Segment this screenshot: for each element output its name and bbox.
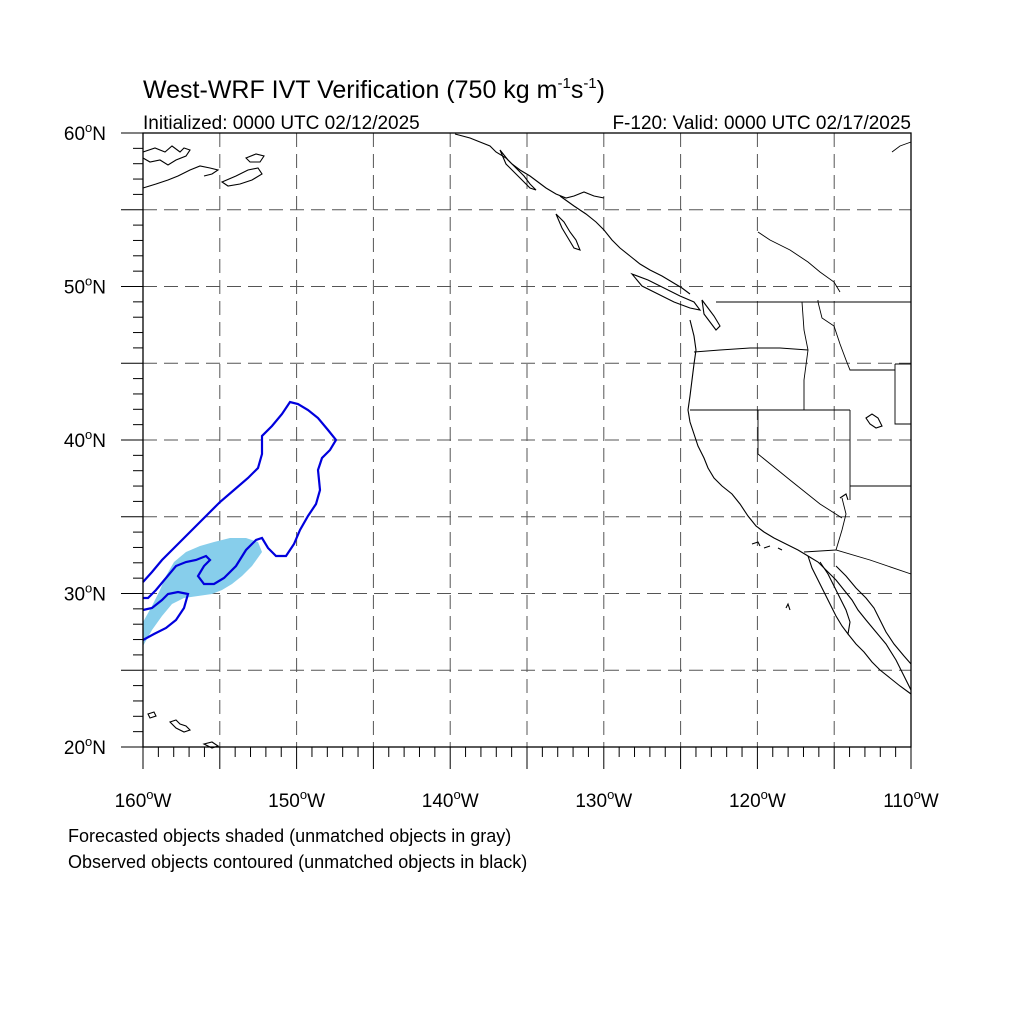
longitude-label: 120oW: [729, 787, 786, 812]
mexico-coast: [847, 633, 912, 695]
longitude-label: 160oW: [115, 787, 172, 812]
observed-objects: [142, 400, 338, 641]
mexico-border: [803, 549, 912, 575]
salton-sea: [839, 493, 849, 501]
vancouver-island: [630, 272, 702, 311]
longitude-label: 150oW: [268, 787, 325, 812]
lat-lon-grid: [143, 133, 911, 747]
longitude-labels: 160oW 150oW 140oW 130oW 120oW 110oW: [115, 787, 939, 812]
channel-islands: [751, 541, 783, 551]
haida-gwaii: [555, 213, 581, 251]
alaska-peninsula-coast: [142, 145, 191, 166]
latitude-label: 40oN: [64, 427, 106, 452]
baja-california: [807, 555, 851, 636]
title-end: ): [597, 76, 605, 104]
wyoming-border: [894, 363, 911, 425]
valid-time-label: F-120: Valid: 0000 UTC 02/17/2025: [612, 113, 911, 134]
latitude-label: 60oN: [64, 120, 106, 145]
axis-ticks: [121, 132, 912, 769]
caption-observed: Observed objects contoured (unmatched ob…: [68, 852, 527, 872]
coastlines-and-borders: [142, 133, 912, 749]
hawaii-niihau-kauai: [147, 711, 157, 719]
observed-object-outer: [142, 400, 338, 600]
canada-east: [757, 231, 841, 293]
gulf-of-california: [835, 565, 912, 665]
longitude-label: 130oW: [575, 787, 632, 812]
latitude-labels: 60oN 50oN 40oN 30oN 20oN: [64, 120, 106, 759]
hawaii-oahu-maui: [168, 719, 192, 733]
longitude-label: 140oW: [422, 787, 479, 812]
latitude-label: 30oN: [64, 581, 106, 606]
latitude-label: 50oN: [64, 274, 106, 299]
idaho-east-border: [817, 301, 895, 371]
canada-north: [891, 141, 912, 153]
observed-object-inner: [142, 590, 190, 641]
panhandle-islands: [499, 149, 537, 191]
longitude-label: 110oW: [883, 787, 939, 812]
title-text: West-WRF IVT Verification (750 kg m: [143, 76, 557, 104]
forecast-object-shade: [143, 538, 262, 646]
state-borders: [690, 141, 912, 575]
puget-sound: [701, 299, 721, 331]
figure-title: West-WRF IVT Verification (750 kg m-1s-1…: [143, 75, 605, 104]
great-salt-lake: [865, 413, 883, 429]
map-frame: [142, 132, 912, 748]
guadalupe-island: [785, 602, 791, 611]
idaho-west-border: [801, 301, 809, 410]
title-mid: s: [571, 76, 584, 104]
map-panel: [121, 132, 912, 769]
alaska-islands: [245, 153, 265, 163]
arizona-west: [835, 497, 847, 551]
alaska-south-coast: [142, 165, 220, 189]
title-sup2: -1: [583, 75, 596, 92]
california-nevada-diagonal: [757, 410, 843, 519]
init-time-label: Initialized: 0000 UTC 02/12/2025: [143, 113, 420, 134]
kodiak-island: [220, 167, 263, 187]
us-west-coast: [687, 319, 912, 691]
latitude-label: 20oN: [64, 734, 106, 759]
title-sup1: -1: [557, 75, 570, 92]
bc-mainland-coast: [559, 195, 691, 295]
washington-oregon-border: [693, 347, 809, 353]
caption-forecast: Forecasted objects shaded (unmatched obj…: [68, 826, 511, 846]
alaska-panhandle-coast: [454, 133, 605, 199]
